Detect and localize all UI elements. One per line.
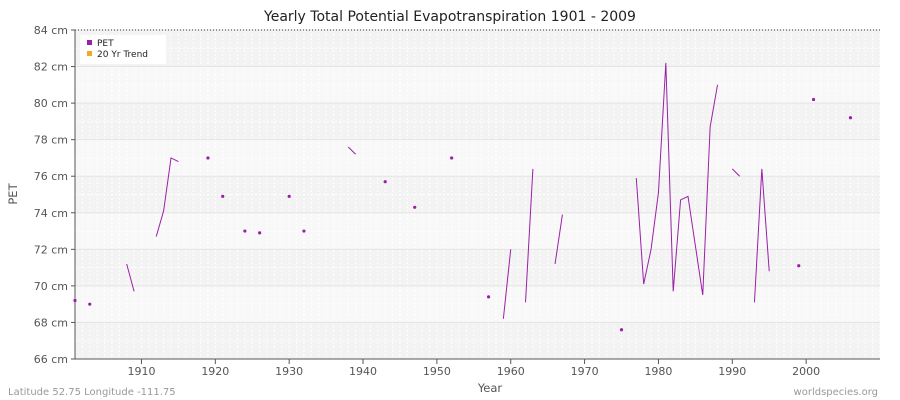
series-line-segment <box>635 62 719 296</box>
data-point <box>383 180 387 184</box>
series-line-segment <box>554 214 563 265</box>
y-tick-label: 78 cm <box>34 134 68 147</box>
x-tick-label: 1990 <box>718 365 746 378</box>
legend: PET 20 Yr Trend <box>80 35 166 64</box>
data-point <box>73 298 77 303</box>
y-tick-label: 76 cm <box>34 170 68 183</box>
data-point <box>258 231 262 235</box>
y-tick-label: 70 cm <box>34 280 68 293</box>
footer-source: worldspecies.org <box>794 387 878 398</box>
y-tick-label: 74 cm <box>34 207 68 220</box>
x-tick-label: 1950 <box>423 365 451 378</box>
axes: 66 cm 68 cm 70 cm 72 cm 74 cm 76 cm 78 cm 80 cm… <box>34 24 880 378</box>
series-line-segment <box>502 249 512 319</box>
x-tick-label: 1980 <box>644 365 672 378</box>
y-axis-label: PET <box>6 182 20 204</box>
series-line-segment <box>525 168 534 303</box>
chart-title: Yearly Total Potential Evapotranspiratio… <box>263 9 636 25</box>
series-layer <box>73 62 853 332</box>
data-point <box>221 194 225 198</box>
x-tick-label: 1920 <box>201 365 229 378</box>
legend-marker-pet <box>87 40 92 45</box>
plot-band <box>75 249 880 286</box>
plot-band <box>75 285 880 323</box>
data-point <box>413 205 417 209</box>
grid <box>74 29 881 360</box>
y-tick-label: 68 cm <box>34 316 68 329</box>
series-line-segment <box>347 146 356 155</box>
x-tick-label: 2000 <box>792 365 820 378</box>
y-tick-label: 82 cm <box>34 61 68 74</box>
plot-band <box>75 103 880 140</box>
footer-coordinates: Latitude 52.75 Longitude -111.75 <box>8 387 176 398</box>
series-line-segment <box>731 168 741 177</box>
legend-box <box>80 35 166 64</box>
data-point <box>287 194 291 198</box>
y-tick-label: 84 cm <box>34 24 68 37</box>
data-point <box>206 156 210 160</box>
data-point <box>486 295 491 299</box>
data-point <box>302 229 306 233</box>
data-point <box>797 264 801 268</box>
x-tick-label: 1940 <box>349 365 377 378</box>
plot-band <box>75 212 880 250</box>
series-line-segment <box>155 157 179 237</box>
plot-band <box>75 176 880 213</box>
x-tick-label: 1930 <box>275 365 303 378</box>
data-point <box>88 302 92 306</box>
plot-band <box>75 322 880 359</box>
y-tick-label: 80 cm <box>34 97 68 110</box>
x-tick-label: 1970 <box>571 365 599 378</box>
data-point <box>848 116 853 120</box>
legend-label-trend: 20 Yr Trend <box>97 50 148 60</box>
legend-marker-trend <box>87 51 92 56</box>
data-point <box>619 328 624 332</box>
plot-band <box>75 66 880 104</box>
series-line-segment <box>753 168 770 303</box>
data-point <box>811 97 816 102</box>
series-line-segment <box>126 263 135 292</box>
data-point <box>450 156 454 160</box>
legend-label-pet: PET <box>97 39 114 49</box>
y-tick-label: 66 cm <box>34 353 68 366</box>
plot-background <box>75 30 880 359</box>
y-tick-label: 72 cm <box>34 243 68 256</box>
x-tick-label: 1960 <box>497 365 525 378</box>
x-tick-label: 1910 <box>127 365 155 378</box>
x-axis-label: Year <box>477 381 503 395</box>
data-point <box>243 229 247 233</box>
plot-band <box>75 30 880 67</box>
